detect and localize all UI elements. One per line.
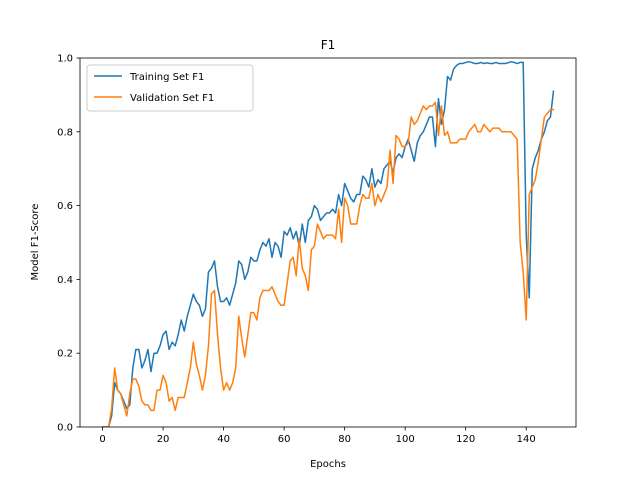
y-tick-label: 0.0 [57,423,73,434]
y-tick-label: 0.2 [57,349,73,360]
x-tick-label: 0 [99,434,105,445]
x-axis: 0 20 40 60 80 100 120 140 [99,427,536,445]
x-tick-label: 60 [278,434,291,445]
x-tick-label: 140 [517,434,536,445]
x-tick-label: 20 [157,434,170,445]
chart-title: F1 [321,38,336,52]
series-line-1 [101,60,555,427]
y-tick-label: 0.4 [57,275,73,286]
plot-area [79,57,577,428]
series-line-2 [101,101,555,427]
x-tick-label: 40 [217,434,230,445]
y-axis: 0.0 0.2 0.4 0.6 0.8 1.0 [57,54,80,434]
y-tick-label: 0.6 [57,201,73,212]
x-axis-label: Epochs [310,459,346,470]
x-tick-label: 100 [396,434,415,445]
plot-frame [79,57,577,428]
legend-box [86,64,254,112]
legend-label-1: Training Set F1 [129,72,204,83]
x-tick-label: 80 [338,434,351,445]
legend-label-2: Validation Set F1 [130,93,214,104]
legend: Training Set F1 Validation Set F1 [86,64,254,112]
x-tick-label: 120 [456,434,475,445]
y-tick-label: 1.0 [57,54,73,65]
y-axis-label: Model F1-Score [30,204,41,281]
y-tick-label: 0.8 [57,127,73,138]
